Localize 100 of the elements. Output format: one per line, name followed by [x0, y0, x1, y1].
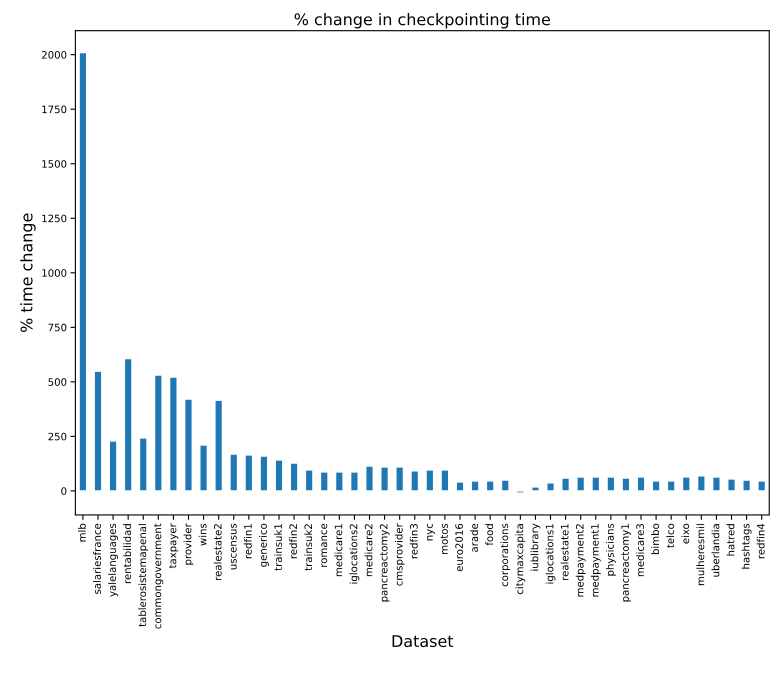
bar	[425, 469, 434, 492]
bar	[365, 465, 374, 492]
y-tick-label: 2000	[42, 51, 66, 59]
bar	[410, 470, 420, 492]
x-tick-label: hatred	[726, 524, 734, 556]
bar	[530, 486, 540, 492]
x-tick-label: mulheresmil	[696, 524, 704, 586]
x-tick-label: telco	[666, 524, 674, 548]
bar	[168, 376, 178, 492]
x-tick-label: mlb	[78, 524, 86, 542]
x-tick-label: pancreactomy2	[380, 524, 390, 602]
y-tick-label: 750	[48, 324, 66, 332]
bar	[742, 479, 752, 492]
bar	[440, 469, 450, 492]
bar	[591, 476, 600, 492]
x-tick-label: iglocations1	[546, 524, 556, 584]
bar	[666, 480, 676, 492]
bar	[486, 480, 495, 492]
x-tick-label: pancreactomy1	[621, 524, 631, 602]
x-tick-label: redfin2	[289, 524, 298, 558]
bar	[274, 459, 284, 492]
x-tick-label: food	[485, 524, 494, 546]
y-tick-label: 1750	[42, 106, 66, 114]
x-tick-label: hashtags	[742, 524, 752, 569]
x-tick-label: uberlandia	[712, 524, 720, 577]
bar	[576, 476, 586, 492]
x-tick-label: medicare3	[636, 524, 644, 576]
bar	[94, 370, 102, 492]
bar	[456, 481, 464, 492]
bar	[229, 453, 238, 492]
x-axis-title: Dataset	[392, 635, 454, 648]
bar	[304, 469, 314, 492]
x-tick-label: medpayment1	[590, 524, 601, 596]
x-tick-label: physicians	[606, 524, 616, 576]
x-tick-label: motos	[440, 524, 448, 554]
x-tick-label: eixo	[681, 524, 690, 544]
x-tick-label: medicare2	[364, 524, 372, 576]
x-tick-label: euro2016	[455, 524, 463, 572]
bar	[154, 374, 163, 492]
x-tick-label: medpayment2	[576, 524, 586, 596]
x-tick-label: tablerosistemapenal	[138, 524, 148, 627]
x-tick-label: cmsprovider	[394, 523, 405, 586]
bar	[138, 437, 148, 492]
bar	[350, 471, 359, 492]
bar	[546, 482, 555, 492]
x-tick-label: iublibrary	[530, 524, 540, 571]
x-tick-label: provider	[184, 523, 194, 565]
bar	[712, 476, 721, 492]
bar	[320, 471, 329, 492]
bar	[124, 358, 133, 492]
x-tick-label: corporations	[500, 524, 510, 586]
x-tick-label: uscensus	[230, 524, 237, 570]
x-tick-label: bimbo	[651, 524, 660, 554]
x-tick-label: citymaxcapita	[515, 524, 526, 594]
bar	[244, 454, 254, 492]
bar	[561, 477, 570, 492]
x-tick-label: realestate1	[560, 524, 569, 580]
bar	[516, 490, 525, 494]
bar	[78, 52, 88, 492]
y-tick-label: 1250	[42, 214, 66, 222]
chart-title: % change in checkpointing time	[294, 13, 550, 28]
y-tick-label: 250	[48, 432, 66, 440]
x-tick-label: trainsuk1	[274, 524, 282, 571]
bar	[380, 466, 390, 492]
bar	[470, 480, 480, 492]
bar	[259, 455, 268, 492]
bar	[334, 471, 344, 492]
bar	[214, 399, 224, 492]
x-tick-label: iglocations2	[350, 524, 360, 584]
bar	[696, 475, 706, 492]
y-tick-label: 500	[48, 378, 66, 386]
bar	[682, 476, 691, 492]
bar	[184, 398, 193, 492]
x-tick-label: nyc	[426, 524, 435, 540]
bar	[199, 444, 208, 492]
bar	[108, 440, 118, 492]
x-tick-label: redfin4	[756, 524, 765, 558]
bar	[290, 462, 299, 492]
x-tick-label: rentabilidad	[123, 524, 132, 584]
bar	[636, 476, 646, 492]
bar	[606, 476, 616, 492]
x-tick-label: arade	[470, 524, 478, 552]
bar	[652, 480, 661, 492]
x-tick-label: salariesfrance	[93, 524, 101, 594]
bar	[500, 479, 510, 492]
bar	[621, 477, 630, 492]
bar	[727, 478, 736, 492]
bar	[395, 466, 404, 492]
x-tick-label: realestate2	[214, 524, 222, 580]
x-tick-label: generico	[259, 524, 269, 567]
x-tick-label: redfin1	[244, 524, 252, 558]
x-tick-label: yalelanguages	[108, 524, 118, 597]
bar	[757, 480, 766, 492]
x-tick-label: redfin3	[410, 524, 418, 558]
y-tick-label: 1000	[42, 269, 66, 277]
x-tick-label: wins	[198, 524, 207, 546]
y-tick-label: 1500	[42, 160, 66, 168]
x-tick-label: romance	[321, 524, 328, 567]
x-tick-label: taxpayer	[169, 523, 178, 568]
x-tick-label: trainsuk2	[304, 524, 312, 571]
